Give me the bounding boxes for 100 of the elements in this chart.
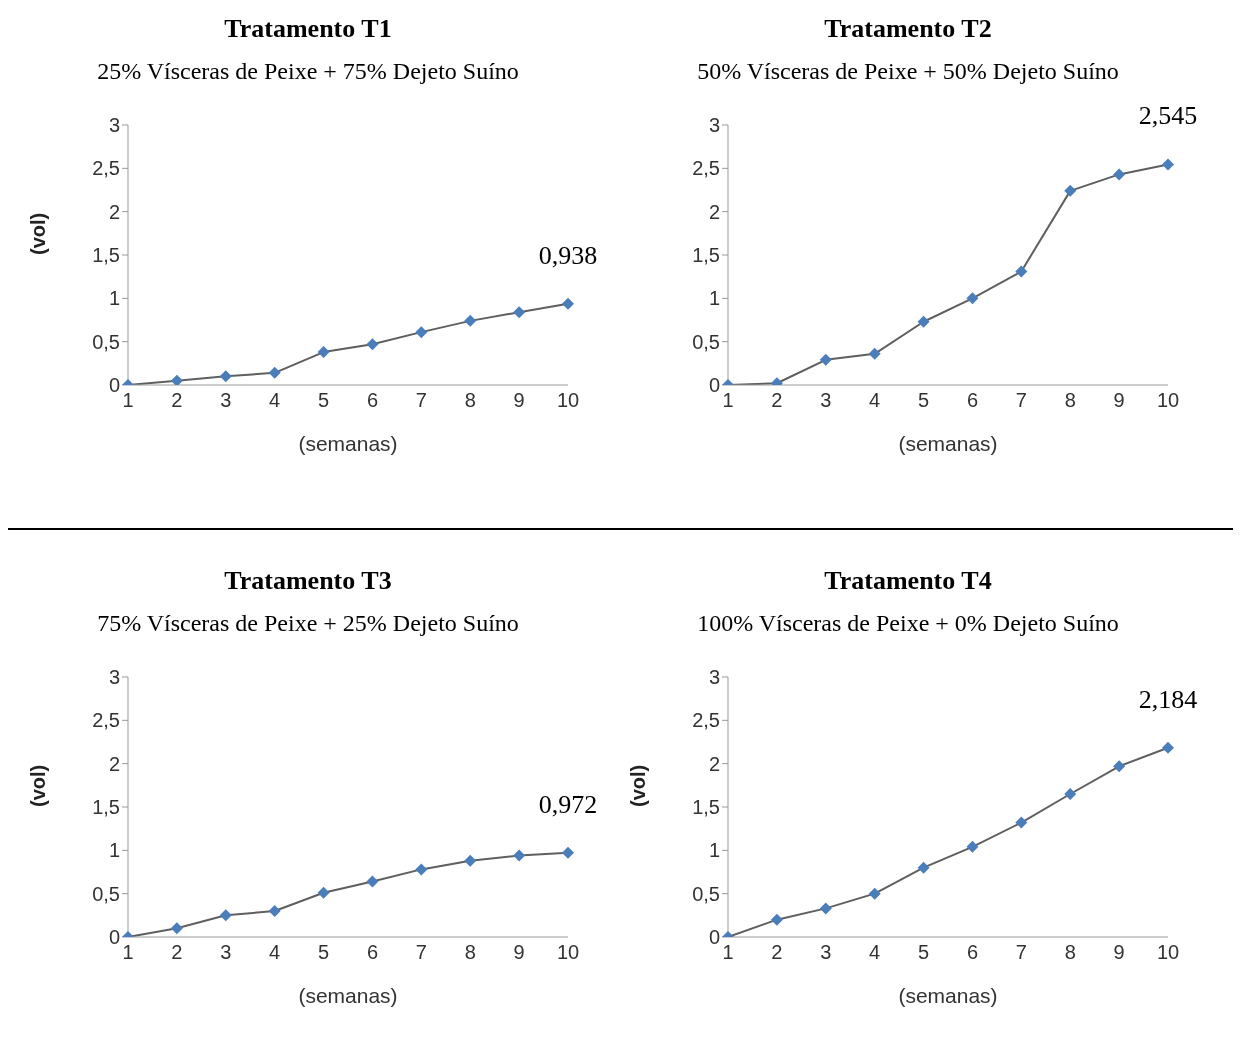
point [170,922,183,935]
point [268,905,281,917]
chart-title: Tratamento T1 [224,14,392,44]
x-tick-label: 3 [220,389,232,412]
y-tick-label: 0 [108,374,120,397]
point [513,849,526,862]
x-axis-title: (semanas) [898,984,998,1007]
point [1162,741,1174,754]
x-tick-label: 3 [820,389,832,412]
point [770,913,783,926]
x-tick-label: 5 [917,389,930,412]
y-axis-title: (vol) [627,764,650,807]
x-tick-label: 1 [122,941,134,964]
annotation: 0,972 [538,789,598,819]
y-tick-label: 1 [708,839,720,862]
x-tick-label: 8 [1064,389,1076,412]
x-axis-title: (semanas) [898,432,998,455]
point [366,338,379,351]
y-tick-label: 1,5 [692,244,720,267]
point [170,374,183,385]
y-tick-label: 2 [108,752,120,775]
x-tick-label: 4 [269,389,281,412]
x-tick-label: 6 [966,941,979,964]
point [1162,158,1174,171]
y-tick-label: 1 [108,287,120,310]
point [868,887,881,900]
x-tick-label: 4 [269,941,281,964]
x-tick-label: 6 [366,389,379,412]
x-axis-title: (semanas) [298,984,398,1007]
x-tick-label: 3 [220,941,232,964]
point [366,875,379,888]
x-tick-label: 1 [122,389,134,412]
point [415,863,428,876]
x-tick-label: 9 [513,389,525,412]
x-tick-label: 2 [771,941,783,964]
point [1015,265,1028,278]
point [917,861,930,874]
x-tick-label: 4 [869,941,881,964]
annotation: 2,184 [1138,684,1198,714]
point [917,315,930,328]
point [819,902,832,915]
x-tick-label: 10 [556,941,580,964]
chart-subtitle: 75% Vísceras de Peixe + 25% Dejeto Suíno [97,610,519,637]
y-tick-label: 1,5 [92,796,120,819]
x-tick-label: 7 [1015,389,1027,412]
x-tick-label: 1 [722,941,734,964]
y-tick-label: 2,5 [692,157,720,180]
x-tick-label: 5 [317,941,330,964]
y-tick-label: 0,5 [92,330,120,353]
x-tick-label: 2 [171,941,183,964]
y-tick-label: 0,5 [92,882,120,905]
y-tick-label: 2,5 [92,709,120,732]
point [415,326,428,339]
y-tick-label: 3 [708,666,720,689]
x-tick-label: 6 [966,389,979,412]
y-tick-label: 1 [708,287,720,310]
point [317,886,330,899]
x-tick-label: 8 [464,389,476,412]
point [966,292,979,305]
x-tick-label: 1 [722,389,734,412]
point [1113,168,1126,181]
y-tick-label: 2 [708,752,720,775]
point [1113,760,1126,773]
chart-subtitle: 100% Vísceras de Peixe + 0% Dejeto Suíno [697,610,1119,637]
x-tick-label: 8 [464,941,476,964]
y-tick-label: 1,5 [92,244,120,267]
point [464,314,477,327]
point [219,370,232,383]
point [562,297,574,310]
x-tick-label: 2 [171,389,183,412]
point [966,840,979,853]
chart-subtitle: 50% Vísceras de Peixe + 50% Dejeto Suíno [697,58,1119,85]
x-tick-label: 10 [1156,389,1180,412]
y-tick-label: 0 [708,926,720,949]
annotation: 0,938 [538,240,598,270]
y-tick-label: 2 [708,200,720,223]
x-tick-label: 8 [1064,941,1076,964]
y-tick-label: 3 [108,114,120,137]
point [317,346,330,359]
x-tick-label: 5 [317,389,330,412]
y-tick-label: 0 [708,374,720,397]
y-axis-title: (vol) [27,212,50,255]
point [219,909,232,922]
y-tick-label: 2 [108,200,120,223]
x-tick-label: 7 [1015,941,1027,964]
x-tick-label: 6 [366,941,379,964]
y-tick-label: 0,5 [692,330,720,353]
point [1015,816,1028,829]
chart-title: Tratamento T2 [824,14,992,44]
x-tick-label: 4 [869,389,881,412]
point [268,366,281,379]
x-tick-label: 2 [771,389,783,412]
x-tick-label: 9 [1113,941,1125,964]
x-tick-label: 7 [415,389,427,412]
x-tick-label: 10 [1156,941,1180,964]
annotation: 2,545 [1138,101,1198,131]
y-axis-title: (vol) [27,764,50,807]
y-tick-label: 0 [108,926,120,949]
point [513,306,526,319]
chart-title: Tratamento T3 [224,566,392,596]
